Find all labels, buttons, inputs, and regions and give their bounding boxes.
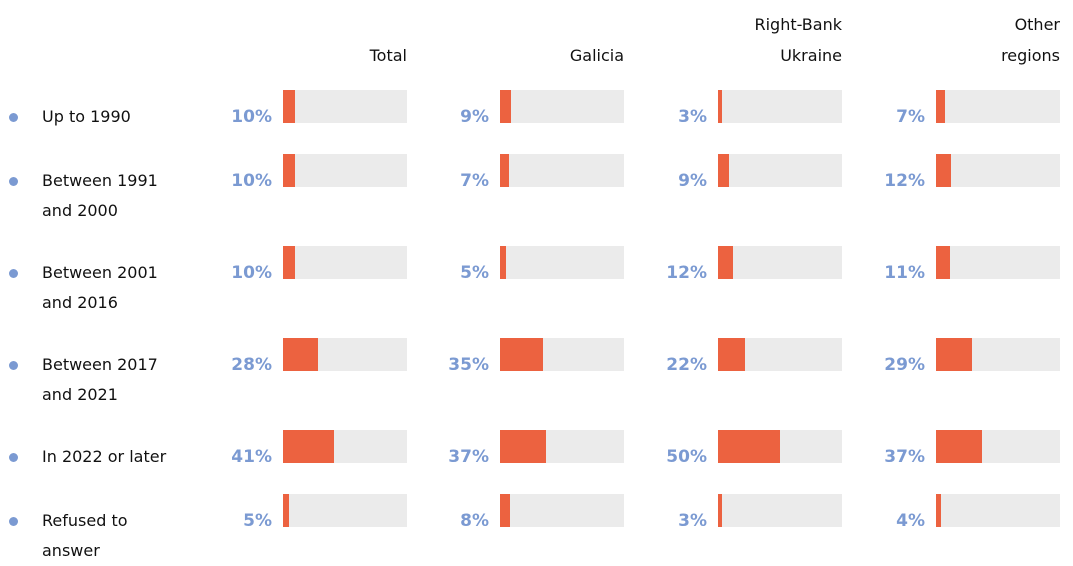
bar-track	[500, 154, 624, 187]
column-header: Total	[369, 46, 407, 65]
bar	[500, 494, 510, 527]
bullet	[9, 269, 18, 278]
value-label: 11%	[884, 263, 925, 283]
category-label: Between 2017 and 2021	[42, 355, 158, 404]
bar	[283, 338, 318, 371]
bar-track	[718, 494, 842, 527]
category-label: Refused to answer	[42, 511, 128, 560]
column-header: Right-Bank Ukraine	[754, 15, 842, 65]
bar	[718, 246, 733, 279]
value-label: 9%	[460, 107, 489, 127]
bar-track	[500, 338, 624, 371]
bar	[936, 90, 945, 123]
bullet	[9, 113, 18, 122]
bar-track	[283, 430, 407, 463]
value-label: 3%	[678, 511, 707, 531]
value-label: 37%	[448, 447, 489, 467]
bar	[283, 154, 296, 187]
bar	[283, 90, 296, 123]
bar-track	[936, 430, 1060, 463]
bar-track	[500, 430, 624, 463]
bar	[936, 246, 950, 279]
category-label: Up to 1990	[42, 107, 131, 126]
value-label: 35%	[448, 355, 489, 375]
value-label: 22%	[666, 355, 707, 375]
page: Total Galicia Right-Bank Ukraine Other regi…	[9, 15, 1060, 560]
bar-track	[718, 246, 842, 279]
value-label: 10%	[231, 171, 272, 191]
value-label: 28%	[231, 355, 272, 375]
column-header: Galicia	[569, 46, 624, 65]
category-label: Between 1991 and 2000	[42, 171, 158, 220]
value-label: 5%	[460, 263, 489, 283]
bar-track	[718, 154, 842, 187]
category-label: Between 2001 and 2016	[42, 263, 158, 312]
value-label: 9%	[678, 171, 707, 191]
bar	[718, 430, 780, 463]
bar	[500, 338, 544, 371]
value-label: 12%	[666, 263, 707, 283]
bar-track	[500, 246, 624, 279]
bar	[936, 338, 972, 371]
bar-track	[936, 246, 1060, 279]
bar	[500, 154, 509, 187]
value-label: 7%	[460, 171, 489, 191]
bar	[718, 154, 730, 187]
bullet	[9, 517, 18, 526]
chart: Total Galicia Right-Bank Ukraine Other regi…	[9, 15, 1060, 560]
bar	[500, 430, 546, 463]
bullet	[9, 361, 18, 370]
bar	[283, 246, 296, 279]
value-label: 7%	[896, 107, 925, 127]
bar	[283, 430, 334, 463]
bar-track	[936, 494, 1060, 527]
bar	[936, 494, 941, 527]
column-header: Other regions	[1001, 15, 1060, 65]
value-label: 50%	[666, 447, 707, 467]
bar-track	[718, 338, 842, 371]
bar	[500, 90, 512, 123]
value-label: 3%	[678, 107, 707, 127]
bar	[936, 154, 951, 187]
bar-track	[283, 494, 407, 527]
bar	[718, 494, 722, 527]
bar	[718, 338, 746, 371]
value-label: 41%	[231, 447, 272, 467]
bar-track	[283, 90, 407, 123]
bar-track	[936, 90, 1060, 123]
bar	[500, 246, 507, 279]
bar-track	[718, 430, 842, 463]
bar-track	[283, 154, 407, 187]
bar-track	[718, 90, 842, 123]
bar	[936, 430, 982, 463]
value-label: 5%	[243, 511, 272, 531]
value-label: 10%	[231, 107, 272, 127]
value-label: 37%	[884, 447, 925, 467]
bar-track	[500, 90, 624, 123]
value-label: 12%	[884, 171, 925, 191]
value-label: 10%	[231, 263, 272, 283]
bar-track	[936, 154, 1060, 187]
bullet	[9, 177, 18, 186]
bar-track	[500, 494, 624, 527]
value-label: 29%	[884, 355, 925, 375]
bar-track	[283, 246, 407, 279]
category-label: In 2022 or later	[42, 447, 167, 466]
value-label: 8%	[460, 511, 489, 531]
bar	[283, 494, 290, 527]
bar-track	[936, 338, 1060, 371]
bar-track	[283, 338, 407, 371]
value-label: 4%	[896, 511, 925, 531]
bar	[718, 90, 722, 123]
bullet	[9, 453, 18, 462]
